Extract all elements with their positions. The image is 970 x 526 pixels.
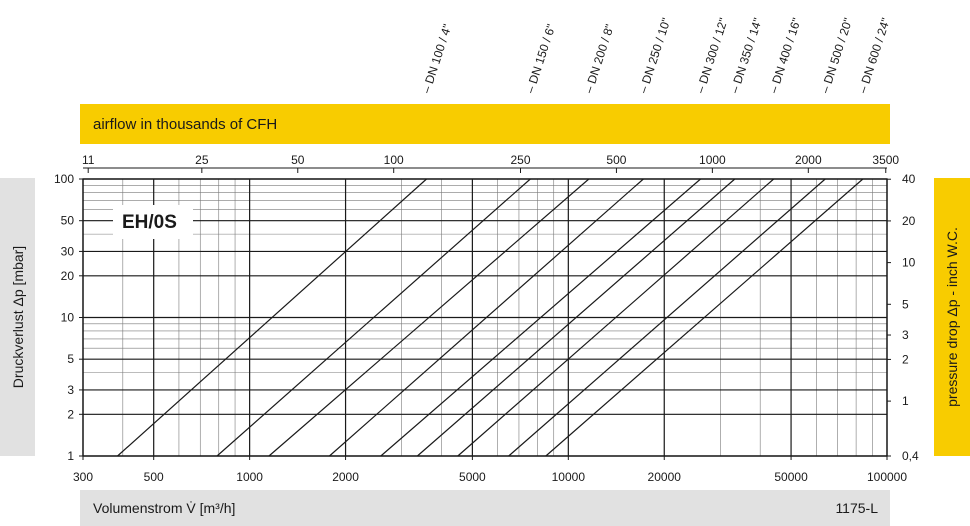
x-tick-label: 50000 [774, 470, 808, 484]
series-label: – DN 200 / 8" [581, 22, 616, 94]
x2-tick-label: 3500 [872, 153, 899, 167]
series-line [380, 178, 701, 457]
x2-tick-label: 2000 [795, 153, 822, 167]
series-line [508, 178, 826, 457]
chart-title: EH/0S [122, 212, 177, 233]
series-label: – DN 250 / 10" [636, 16, 674, 95]
series-label: – DN 150 / 6" [523, 22, 558, 94]
y-tick-label: 20 [61, 269, 75, 283]
y-tick-label: 1 [67, 449, 74, 463]
x-tick-label: 100000 [867, 470, 907, 484]
series-line [216, 178, 531, 457]
cfh-axis-label: airflow in thousands of CFH [93, 116, 278, 133]
y-axis-band: Druckverlust Δp [mbar] [0, 178, 35, 456]
y2-tick-label: 1 [902, 394, 909, 408]
x2-tick-label: 100 [384, 153, 404, 167]
x2-tick-label: 250 [510, 153, 530, 167]
y2-tick-label: 5 [902, 297, 909, 311]
flow-axis-band: Volumenstrom V̇ [m³/h] 1175-L [80, 490, 890, 526]
y-tick-label: 10 [61, 311, 75, 325]
series-label: – DN 500 / 20" [818, 16, 856, 95]
y2-tick-label: 20 [902, 214, 916, 228]
cfh-axis-band: airflow in thousands of CFH [80, 104, 890, 144]
y2-tick-label: 0,4 [902, 449, 919, 463]
y2-tick-label: 2 [902, 352, 909, 366]
series-line [457, 178, 775, 457]
x2-tick-label: 50 [291, 153, 305, 167]
y-tick-label: 100 [54, 172, 74, 186]
chart-title-box: EH/0S [113, 205, 193, 239]
series-label: – DN 350 / 14" [727, 16, 765, 95]
series-label: – DN 300 / 12" [693, 16, 731, 95]
y-tick-label: 2 [67, 407, 74, 421]
x-tick-label: 2000 [332, 470, 359, 484]
x2-tick-label: 25 [195, 153, 209, 167]
x-tick-label: 10000 [552, 470, 586, 484]
y-tick-label: 50 [61, 214, 75, 228]
y-tick-label: 5 [67, 352, 74, 366]
x-tick-label: 500 [144, 470, 164, 484]
series-line [416, 178, 736, 457]
y-tick-label: 30 [61, 244, 75, 258]
x-tick-label: 1000 [236, 470, 263, 484]
series-label: – DN 400 / 16" [766, 16, 804, 95]
series-label: – DN 100 / 4" [419, 22, 454, 94]
y2-tick-label: 3 [902, 328, 909, 342]
x2-tick-label: 500 [606, 153, 626, 167]
series-line [329, 178, 644, 457]
x2-tick-label: 1000 [699, 153, 726, 167]
y2-tick-label: 10 [902, 256, 916, 270]
x2-tick-label: 11 [82, 153, 95, 167]
series-line [268, 178, 590, 457]
y2-axis-band: pressure drop Δp - inch W.C. [934, 178, 970, 456]
series-line [117, 178, 427, 457]
chart-code: 1175-L [835, 500, 878, 516]
x-tick-label: 5000 [459, 470, 486, 484]
series-label: – DN 600 / 24" [855, 16, 893, 95]
y-tick-label: 3 [67, 383, 74, 397]
y2-tick-label: 40 [902, 172, 916, 186]
x-axis-label: Volumenstrom V̇ [m³/h] [93, 500, 236, 516]
series-line [545, 178, 864, 457]
x-tick-label: 20000 [648, 470, 682, 484]
x-tick-label: 300 [73, 470, 93, 484]
